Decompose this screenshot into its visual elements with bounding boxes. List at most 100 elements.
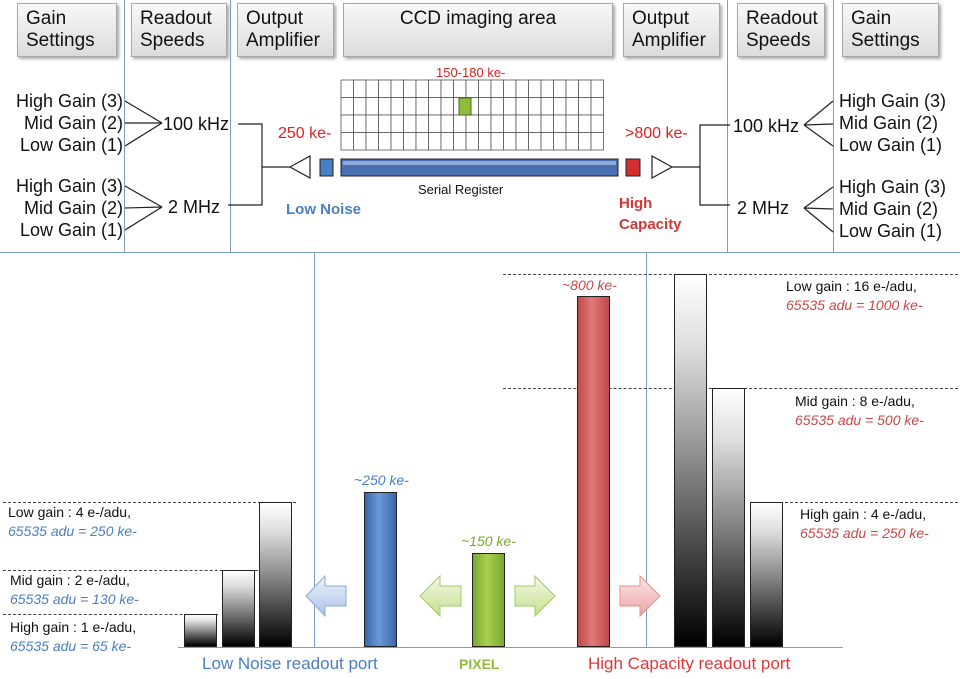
pixel-capacity-label: 150-180 ke- bbox=[436, 65, 506, 80]
ccd-cell bbox=[590, 132, 604, 151]
high-capacity-label-line1: High bbox=[619, 195, 653, 212]
ccd-pixel-highlight bbox=[458, 97, 472, 116]
dash-left-mid bbox=[3, 570, 258, 571]
left-mid-gain-bar bbox=[222, 570, 255, 647]
right-capacity-label: >800 ke- bbox=[625, 125, 688, 142]
left-mid-gain-line: Mid gain : 2 e-/adu, bbox=[10, 572, 130, 588]
low-noise-capacity-label: ~250 ke- bbox=[354, 472, 409, 488]
high-capacity-amp-node bbox=[625, 158, 641, 177]
baseline bbox=[178, 647, 843, 648]
low-noise-port-label: Low Noise readout port bbox=[202, 654, 378, 673]
col-sep-1 bbox=[124, 0, 125, 252]
right-gain-mid-1: Mid Gain (2) bbox=[839, 113, 939, 133]
left-gain-group-2: High Gain (3) Mid Gain (2) Low Gain (1) bbox=[8, 175, 123, 241]
left-gain-high-2: High Gain (3) bbox=[15, 176, 123, 196]
left-mid-gain-adu: 65535 adu = 130 ke- bbox=[10, 591, 139, 607]
header-right-gain-text: Gain Settings bbox=[851, 8, 920, 51]
header-right-readout: Readout Speeds bbox=[737, 3, 825, 57]
high-capacity-bar-label: ~800 ke- bbox=[562, 277, 617, 293]
right-gain-high-1: High Gain (3) bbox=[839, 91, 947, 111]
low-noise-capacity-bar bbox=[364, 492, 397, 647]
right-gain-group-1: High Gain (3) Mid Gain (2) Low Gain (1) bbox=[839, 90, 959, 156]
lower-sep-right bbox=[646, 252, 647, 647]
header-right-gain: Gain Settings bbox=[842, 3, 939, 57]
right-low-gain-adu: 65535 adu = 1000 ke- bbox=[786, 297, 923, 313]
right-mid-gain-line: Mid gain : 8 e-/adu, bbox=[795, 393, 915, 409]
ccd-diagram bbox=[124, 79, 834, 233]
serial-register-label: Serial Register bbox=[418, 182, 504, 197]
left-high-gain-adu: 65535 adu = 65 ke- bbox=[10, 638, 132, 654]
arrow-to-high-cap-red-icon bbox=[619, 574, 661, 618]
left-high-gain-text: High gain : 1 e-/adu, 65535 adu = 65 ke- bbox=[10, 618, 136, 656]
right-low-gain-text: Low gain : 16 e-/adu, 65535 adu = 1000 k… bbox=[786, 277, 923, 315]
right-gain-group-2: High Gain (3) Mid Gain (2) Low Gain (1) bbox=[839, 176, 959, 242]
left-low-gain-adu: 65535 adu = 250 ke- bbox=[8, 523, 137, 539]
right-high-gain-text: High gain : 4 e-/adu, 65535 adu = 250 ke… bbox=[800, 505, 929, 543]
right-high-gain-line: High gain : 4 e-/adu, bbox=[800, 506, 927, 522]
left-gain-low-2: Low Gain (1) bbox=[19, 220, 123, 240]
left-high-gain-line: High gain : 1 e-/adu, bbox=[10, 619, 137, 635]
high-capacity-bar bbox=[577, 296, 610, 647]
arrow-to-high-cap-green-icon bbox=[514, 574, 556, 618]
header-right-amp-text: Output Amplifier bbox=[632, 8, 706, 51]
lower-sep-left bbox=[314, 252, 315, 647]
header-left-amp: Output Amplifier bbox=[237, 3, 334, 57]
header-left-amp-text: Output Amplifier bbox=[246, 8, 320, 51]
arrow-to-low-noise-green-icon bbox=[419, 574, 462, 618]
pixel-port-label: PIXEL bbox=[459, 656, 500, 672]
left-speed-slow: 2 MHz bbox=[168, 197, 221, 217]
left-high-gain-bar bbox=[184, 614, 217, 647]
right-high-gain-adu: 65535 adu = 250 ke- bbox=[800, 525, 929, 541]
right-speed-slow: 2 MHz bbox=[737, 198, 790, 218]
ccd-grid bbox=[340, 79, 604, 151]
right-low-gain-line: Low gain : 16 e-/adu, bbox=[786, 278, 917, 294]
right-gain-mid-2: Mid Gain (2) bbox=[839, 199, 939, 219]
left-low-gain-line: Low gain : 4 e-/adu, bbox=[8, 504, 131, 520]
left-gain-mid-1: Mid Gain (2) bbox=[23, 113, 123, 133]
dash-right-low bbox=[503, 274, 958, 275]
left-speed-fast: 100 kHz bbox=[163, 114, 230, 134]
header-right-amp: Output Amplifier bbox=[623, 3, 720, 57]
right-mid-gain-bar bbox=[712, 388, 745, 647]
right-high-gain-bar bbox=[750, 502, 783, 647]
dash-right-high bbox=[750, 502, 958, 503]
dash-left-low bbox=[3, 502, 296, 503]
header-center-text: CCD imaging area bbox=[399, 8, 557, 29]
high-capacity-label-line2: Capacity bbox=[619, 216, 682, 233]
section-divider bbox=[0, 252, 960, 253]
high-capacity-port-label: High Capacity readout port bbox=[588, 654, 791, 673]
left-gain-high-1: High Gain (3) bbox=[15, 91, 123, 111]
col-sep-3 bbox=[727, 0, 728, 252]
right-amplifier-icon bbox=[651, 154, 674, 180]
header-left-gain: Gain Settings bbox=[17, 3, 117, 57]
header-left-readout-text: Readout Speeds bbox=[140, 8, 212, 51]
dash-left-high bbox=[3, 614, 218, 615]
arrow-to-low-noise-blue-icon bbox=[305, 574, 347, 618]
left-mid-gain-text: Mid gain : 2 e-/adu, 65535 adu = 130 ke- bbox=[10, 571, 139, 609]
left-capacity-label: 250 ke- bbox=[278, 125, 332, 142]
left-gain-mid-2: Mid Gain (2) bbox=[23, 198, 123, 218]
header-left-readout: Readout Speeds bbox=[131, 3, 227, 57]
right-mid-gain-text: Mid gain : 8 e-/adu, 65535 adu = 500 ke- bbox=[795, 392, 924, 430]
left-low-gain-text: Low gain : 4 e-/adu, 65535 adu = 250 ke- bbox=[8, 503, 137, 541]
high-capacity-label: High Capacity bbox=[619, 193, 682, 235]
right-speed-fast: 100 kHz bbox=[733, 116, 800, 136]
col-sep-4 bbox=[833, 0, 834, 252]
left-gain-group-1: High Gain (3) Mid Gain (2) Low Gain (1) bbox=[8, 90, 123, 156]
pixel-capacity-bar-label: ~150 ke- bbox=[461, 533, 516, 549]
left-gain-low-1: Low Gain (1) bbox=[19, 135, 123, 155]
low-noise-amp-node bbox=[319, 158, 334, 177]
header-center: CCD imaging area bbox=[343, 3, 613, 57]
right-gain-high-2: High Gain (3) bbox=[839, 177, 947, 197]
right-gain-low-2: Low Gain (1) bbox=[839, 221, 943, 241]
header-left-gain-text: Gain Settings bbox=[26, 8, 95, 51]
left-amplifier-icon bbox=[288, 154, 311, 180]
pixel-capacity-bar bbox=[472, 553, 505, 647]
low-noise-label: Low Noise bbox=[286, 201, 362, 218]
left-fan-lines bbox=[124, 100, 834, 233]
right-low-gain-bar bbox=[674, 274, 707, 647]
header-right-readout-text: Readout Speeds bbox=[746, 8, 818, 51]
right-gain-low-1: Low Gain (1) bbox=[839, 135, 943, 155]
left-low-gain-bar bbox=[259, 502, 292, 647]
